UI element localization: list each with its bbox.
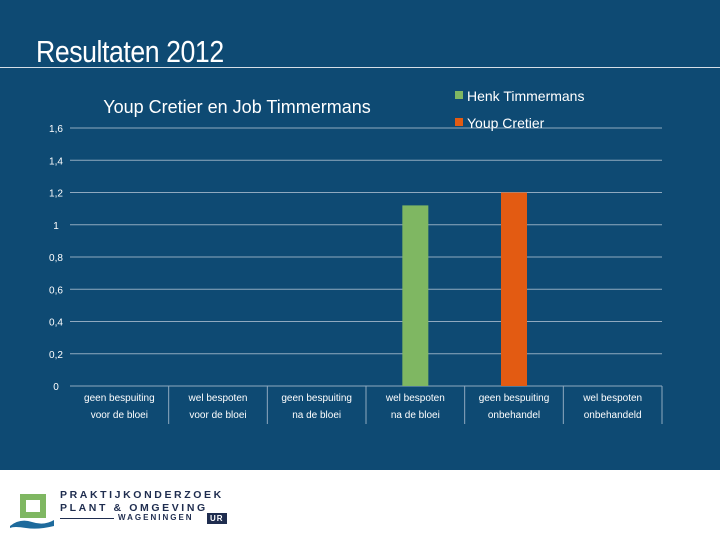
x-category-label: onbehandel xyxy=(488,410,540,421)
chart-title: Youp Cretier en Job Timmermans xyxy=(103,97,370,117)
slide-title: Resultaten 2012 xyxy=(36,34,224,69)
x-category-label: wel bespoten xyxy=(188,393,248,404)
x-category-label: wel bespoten xyxy=(385,393,445,404)
x-category-label: wel bespoten xyxy=(582,393,642,404)
y-tick-label: 0 xyxy=(53,382,59,393)
bar-chart: 0 0,2 0,4 0,6 0,8 1 1,2 1,4 1,6 geen bespuiting vo… xyxy=(49,88,663,424)
y-tick-label: 0,2 xyxy=(49,350,63,361)
x-category-label: na de bloei xyxy=(292,410,341,421)
legend-swatch xyxy=(455,118,463,126)
y-tick-label: 1,4 xyxy=(49,156,63,167)
logo-text-line3: WAGENINGEN xyxy=(118,513,194,522)
y-tick-label: 1,6 xyxy=(49,124,63,135)
x-category-label: geen bespuiting xyxy=(281,393,352,404)
y-tick-label: 0,4 xyxy=(49,318,63,329)
y-tick-label: 1 xyxy=(53,221,59,232)
logo-icon xyxy=(10,494,54,529)
y-tick-label: 0,6 xyxy=(49,285,63,296)
legend-label: Youp Cretier xyxy=(467,115,545,131)
footer: PRAKTIJKONDERZOEK PLANT & OMGEVING WAGEN… xyxy=(0,470,720,540)
y-tick-label: 0,8 xyxy=(49,253,63,264)
x-category-label: voor de bloei xyxy=(91,410,148,421)
title-divider xyxy=(0,67,720,68)
logo-text-line2: PLANT & OMGEVING xyxy=(60,502,208,514)
logo-badge: UR xyxy=(207,513,227,524)
logo-divider xyxy=(60,518,114,519)
x-category-label: voor de bloei xyxy=(189,410,246,421)
legend-swatch xyxy=(455,91,463,99)
x-category-label: geen bespuiting xyxy=(84,393,155,404)
legend-label: Henk Timmermans xyxy=(467,88,584,104)
slide-background: Resultaten 2012 0 0,2 0,4 0,6 0,8 1 1,2 1,4 1,6 g… xyxy=(0,0,720,470)
y-tick-label: 1,2 xyxy=(49,189,63,200)
bar xyxy=(501,192,527,386)
logo-text-line1: PRAKTIJKONDERZOEK xyxy=(60,489,224,501)
x-category-label: geen bespuiting xyxy=(479,393,550,404)
bar xyxy=(402,205,429,386)
x-category-label: onbehandeld xyxy=(584,410,642,421)
x-category-label: na de bloei xyxy=(391,410,440,421)
